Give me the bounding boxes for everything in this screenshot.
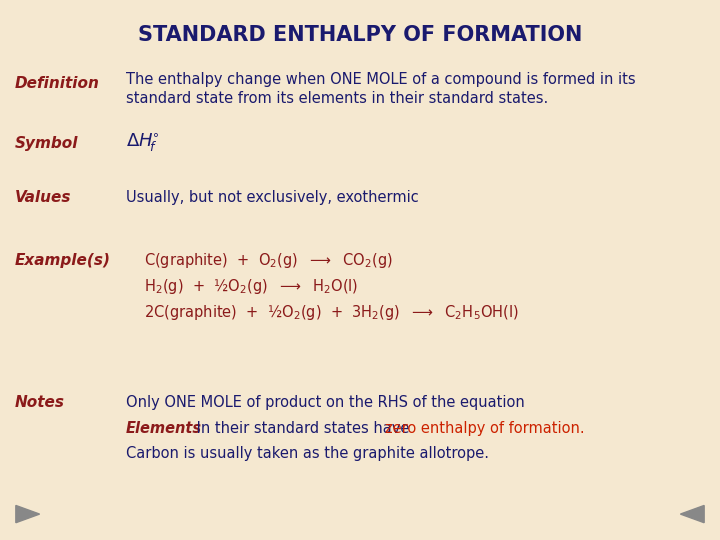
Polygon shape	[680, 505, 704, 523]
Text: Notes: Notes	[14, 395, 64, 410]
Text: Elements: Elements	[126, 421, 202, 436]
Text: Example(s): Example(s)	[14, 253, 110, 268]
Text: H$_2$(g)  +  ½O$_2$(g)  $\longrightarrow$  H$_2$O(l): H$_2$(g) + ½O$_2$(g) $\longrightarrow$ H…	[144, 276, 359, 296]
Text: $\Delta H\!^\circ_f$: $\Delta H\!^\circ_f$	[126, 132, 159, 154]
Text: 2C(graphite)  +  ½O$_2$(g)  +  3H$_2$(g)  $\longrightarrow$  C$_2$H$_5$OH(l): 2C(graphite) + ½O$_2$(g) + 3H$_2$(g) $\l…	[144, 302, 518, 322]
Text: In their standard states have: In their standard states have	[192, 421, 414, 436]
Text: Usually, but not exclusively, exothermic: Usually, but not exclusively, exothermic	[126, 190, 419, 205]
Text: Only ONE MOLE of product on the RHS of the equation: Only ONE MOLE of product on the RHS of t…	[126, 395, 525, 410]
Text: zero enthalpy of formation.: zero enthalpy of formation.	[385, 421, 585, 436]
Text: standard state from its elements in their standard states.: standard state from its elements in thei…	[126, 91, 548, 106]
Text: C(graphite)  +  O$_2$(g)  $\longrightarrow$  CO$_2$(g): C(graphite) + O$_2$(g) $\longrightarrow$…	[144, 251, 393, 270]
Text: Values: Values	[14, 190, 71, 205]
Text: The enthalpy change when ONE MOLE of a compound is formed in its: The enthalpy change when ONE MOLE of a c…	[126, 72, 636, 87]
Text: Carbon is usually taken as the graphite allotrope.: Carbon is usually taken as the graphite …	[126, 446, 489, 461]
Text: STANDARD ENTHALPY OF FORMATION: STANDARD ENTHALPY OF FORMATION	[138, 25, 582, 45]
Text: Definition: Definition	[14, 76, 99, 91]
Polygon shape	[16, 505, 40, 523]
Text: Symbol: Symbol	[14, 136, 78, 151]
